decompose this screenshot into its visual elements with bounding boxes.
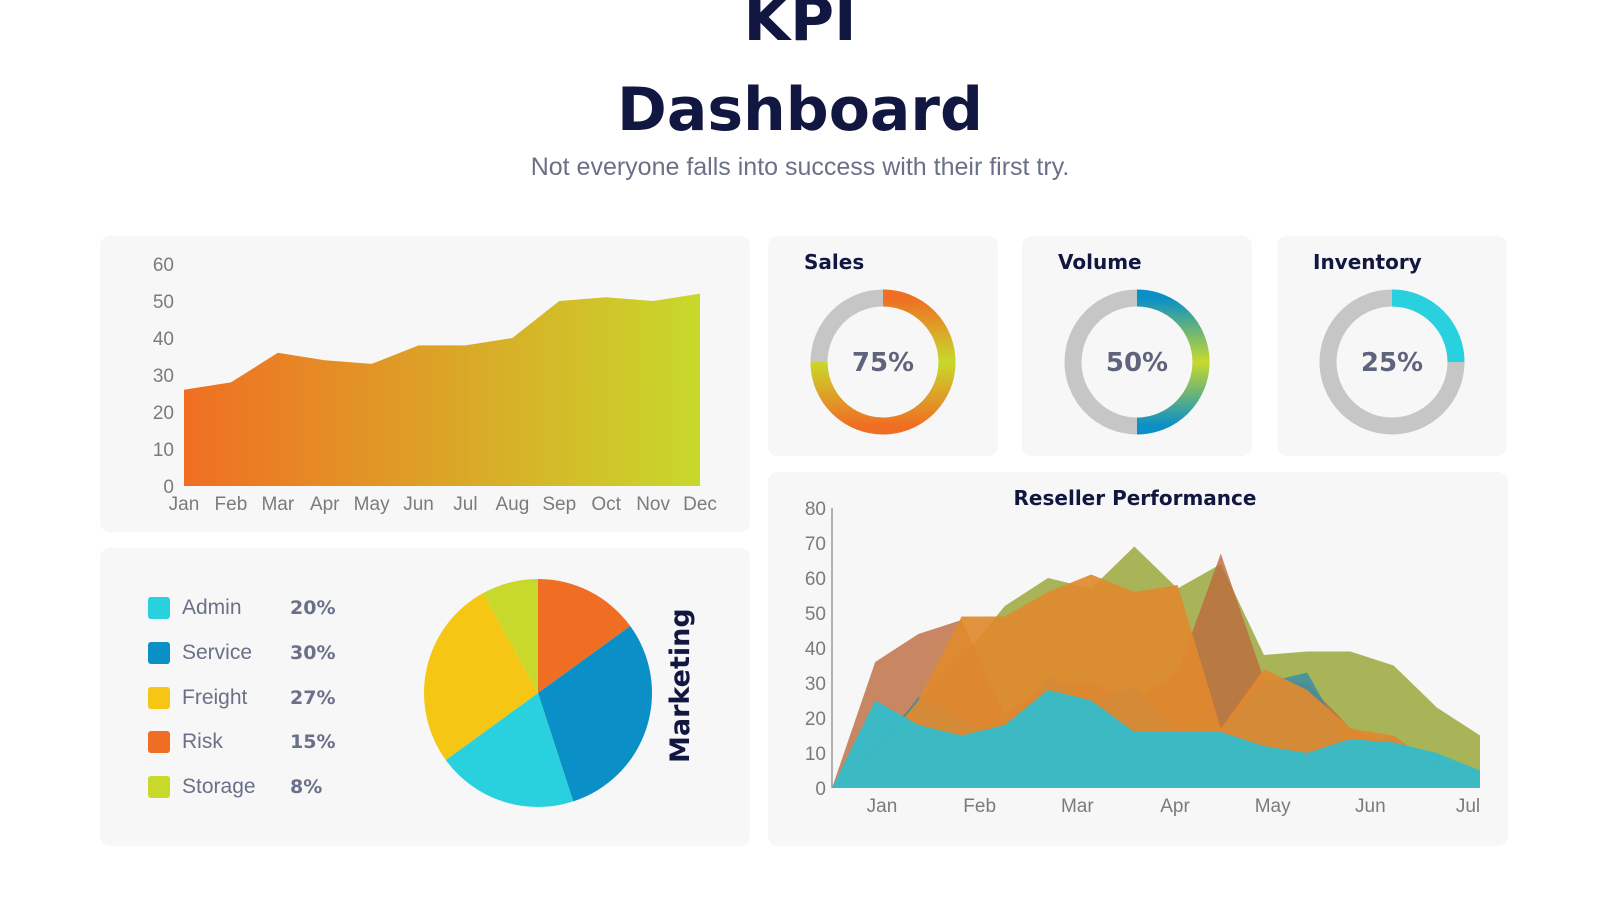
pie-slice-risk	[538, 579, 631, 693]
x-tick-label: May	[354, 494, 390, 515]
x-tick-label: Jun	[1355, 796, 1386, 817]
legend-value-storage: 8%	[290, 776, 323, 798]
monthly-area-series	[184, 293, 700, 486]
x-tick-label: Jan	[169, 494, 200, 515]
legend-item-storage: Storage 8%	[148, 774, 322, 800]
y-tick-label: 70	[805, 534, 826, 555]
y-tick-label: 10	[805, 744, 826, 765]
y-tick-label: 40	[805, 639, 826, 660]
pie-slice-freight	[423, 593, 538, 761]
legend-value-service: 30%	[290, 642, 336, 664]
kpi-title-volume: Volume	[1058, 250, 1142, 274]
x-tick-label: Jan	[867, 796, 898, 817]
page-title-line1: KPI	[743, 0, 857, 55]
monthly-area-chart-card: 0 10 20 30 40 50 60 Jan Feb Mar Apr May Jun Jul Aug Sep…	[100, 236, 750, 532]
legend-swatch-service	[148, 642, 170, 664]
x-tick-label: Aug	[495, 494, 529, 515]
legend-item-admin: Admin 20%	[148, 595, 335, 621]
legend-swatch-admin	[148, 597, 170, 619]
x-tick-label: Nov	[636, 494, 670, 515]
kpi-title-sales: Sales	[804, 250, 865, 274]
reseller-performance-card: Reseller Performance 0 10 20 30 40 50 60 70 80 Ja…	[768, 472, 1508, 846]
donut-value-label: 25%	[1361, 348, 1423, 378]
page-subtitle: Not everyone falls into success with the…	[530, 153, 1070, 181]
legend-value-risk: 15%	[290, 731, 336, 753]
y-tick-label: 60	[805, 569, 826, 590]
marketing-pie-card: Admin 20% Service 30% Freight 27% Risk 1…	[100, 548, 750, 846]
monthly-area-chart: 0 10 20 30 40 50 60 Jan Feb Mar Apr May Jun Jul Aug Sep…	[153, 255, 717, 515]
donut-progress-arc	[810, 289, 956, 435]
reseller-chart-title: Reseller Performance	[1013, 486, 1257, 510]
kpi-title-inventory: Inventory	[1313, 250, 1422, 274]
legend-item-risk: Risk 15%	[148, 729, 335, 755]
donut-progress-arc	[1136, 289, 1210, 435]
x-tick-label: Apr	[1160, 796, 1190, 817]
y-tick-label: 30	[153, 366, 174, 387]
x-tick-label: Feb	[215, 494, 248, 515]
reseller-series-5	[832, 690, 1480, 788]
x-tick-label: Jul	[453, 494, 477, 515]
reseller-area-chart: 0 10 20 30 40 50 60 70 80 Jan Feb Mar Apr May Jun Jul	[805, 499, 1480, 817]
marketing-pie-chart	[423, 579, 652, 807]
legend-label-freight: Freight	[182, 686, 248, 709]
pie-slice-admin	[445, 693, 574, 807]
legend-item-freight: Freight 27%	[148, 685, 335, 711]
x-tick-label: Apr	[310, 494, 340, 515]
y-tick-label: 0	[163, 477, 174, 498]
x-tick-label: Oct	[591, 494, 621, 515]
x-tick-label: Jul	[1456, 796, 1480, 817]
y-tick-label: 50	[805, 604, 826, 625]
pie-slice-service	[538, 625, 652, 802]
x-tick-label: Feb	[963, 796, 996, 817]
legend-swatch-freight	[148, 687, 170, 709]
legend-value-admin: 20%	[290, 597, 336, 619]
kpi-card-sales: Sales 75%	[768, 236, 998, 456]
legend-label-admin: Admin	[182, 596, 242, 619]
y-tick-label: 80	[805, 499, 826, 520]
legend-label-storage: Storage	[182, 775, 256, 798]
x-tick-label: Mar	[1061, 796, 1094, 817]
inventory-donut: 25%	[1319, 289, 1465, 435]
marketing-label: Marketing	[665, 608, 696, 763]
x-tick-label: May	[1255, 796, 1291, 817]
legend-item-service: Service 30%	[148, 640, 335, 666]
x-tick-label: Jun	[403, 494, 434, 515]
sales-donut: 75%	[810, 289, 956, 435]
y-tick-label: 60	[153, 255, 174, 276]
y-tick-label: 40	[153, 329, 174, 350]
kpi-card-inventory: Inventory 25%	[1277, 236, 1507, 456]
legend-value-freight: 27%	[290, 687, 336, 709]
legend-swatch-storage	[148, 776, 170, 798]
donut-value-label: 50%	[1106, 348, 1168, 378]
donut-value-label: 75%	[852, 348, 914, 378]
y-tick-label: 30	[805, 674, 826, 695]
legend-label-service: Service	[182, 641, 253, 664]
donut-progress-arc	[1391, 289, 1465, 363]
y-tick-label: 20	[153, 403, 174, 424]
kpi-card-volume: Volume 50%	[1022, 236, 1252, 456]
x-tick-label: Mar	[261, 494, 294, 515]
y-tick-label: 0	[815, 779, 826, 800]
legend-label-risk: Risk	[182, 730, 223, 753]
x-tick-label: Sep	[542, 494, 576, 515]
pie-slice-storage	[483, 579, 538, 693]
y-tick-label: 50	[153, 292, 174, 313]
legend-swatch-risk	[148, 731, 170, 753]
y-tick-label: 20	[805, 709, 826, 730]
page-title-line2: Dashboard	[617, 75, 983, 145]
volume-donut: 50%	[1064, 289, 1210, 435]
x-tick-label: Dec	[683, 494, 717, 515]
y-tick-label: 10	[153, 440, 174, 461]
